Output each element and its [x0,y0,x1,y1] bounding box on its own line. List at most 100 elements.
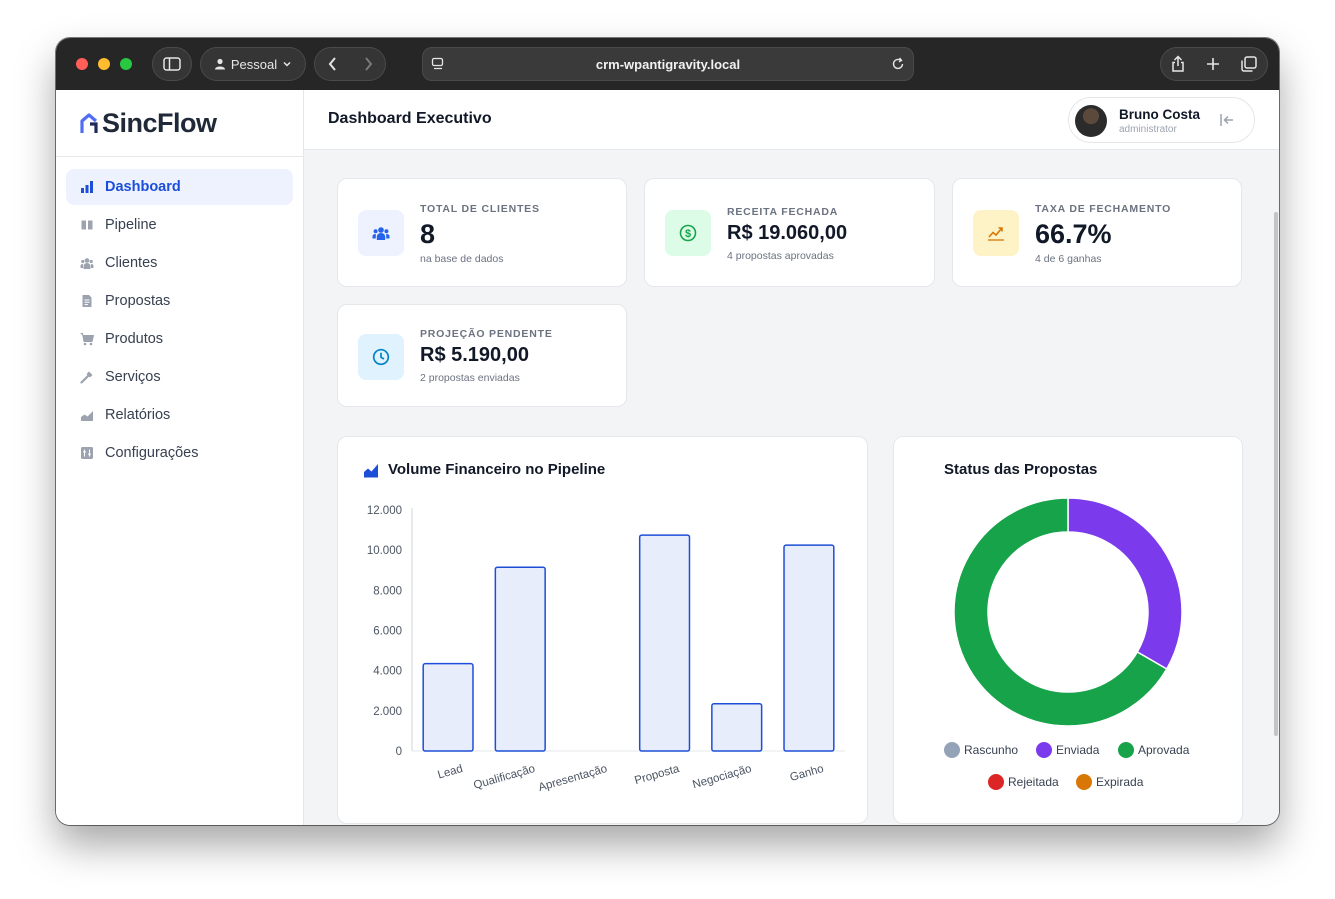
bar[interactable] [711,703,763,752]
chevron-down-icon [283,61,291,67]
legend-label: Rejeitada [1008,775,1059,789]
y-tick-label: 6.000 [373,626,402,638]
legend-label: Aprovada [1138,743,1190,757]
x-tick-label: Proposta [633,763,681,787]
bar-chart: 0 2.000 4.000 6.000 8.000 10.000 12.000 Lead Qua… [367,505,845,794]
page-content: SincFlow Dashboard Pipeline Clientes Pr [56,90,1279,825]
profile-label: Pessoal [230,56,278,72]
legend-item-expirada[interactable]: Expirada [1076,774,1143,790]
new-tab-icon[interactable] [1205,56,1221,72]
stat-label: PROJEÇÃO PENDENTE [420,328,553,340]
cart-icon [80,332,94,346]
logout-icon[interactable] [1218,111,1236,129]
columns-icon [80,218,94,232]
legend-label: Rascunho [964,743,1019,757]
url-text: crm-wpantigravity.local [595,56,741,72]
legend-item-rejeitada[interactable]: Rejeitada [988,774,1059,790]
sidebar-item-pipeline[interactable]: Pipeline [66,207,293,243]
document-icon [80,294,94,308]
sidebar-item-produtos[interactable]: Produtos [66,321,293,357]
sidebar-item-dashboard[interactable]: Dashboard [66,169,293,205]
address-bar[interactable]: crm-wpantigravity.local [422,47,914,81]
sidebar-item-label: Pipeline [105,217,157,233]
stat-card-receita-fechada: $ RECEITA FECHADA R$ 19.060,00 4 propost… [644,178,935,287]
panel-title: Volume Financeiro no Pipeline [388,461,606,478]
donut-chart [953,497,1183,727]
legend-item-aprovada[interactable]: Aprovada [1118,742,1189,758]
stat-card-total-clientes: TOTAL DE CLIENTES 8 na base de dados [337,178,627,287]
y-tick-label: 0 [396,746,402,758]
stat-label: TAXA DE FECHAMENTO [1035,203,1172,215]
stat-sub: 4 de 6 ganhas [1035,253,1102,265]
minimize-window-button[interactable] [98,58,110,70]
stat-value: R$ 5.190,00 [420,344,529,366]
hammer-icon [80,370,94,384]
trend-up-icon [973,210,1019,256]
browser-toolbar: Pessoal crm-wpantigravity.local [56,38,1279,90]
sidebar-item-relatorios[interactable]: Relatórios [66,397,293,433]
forward-arrow-icon[interactable] [362,56,374,72]
page-title: Dashboard Executivo [328,110,492,127]
share-icon[interactable] [1170,55,1186,73]
sidebar: SincFlow Dashboard Pipeline Clientes Pr [56,90,304,825]
legend-swatch [988,774,1004,790]
page-header: Dashboard Executivo Bruno Costa administ… [304,90,1279,150]
sidebar-item-servicos[interactable]: Serviços [66,359,293,395]
person-icon [214,58,225,70]
tabs-overview-icon[interactable] [1240,55,1258,73]
user-menu[interactable]: Bruno Costa administrator [1068,97,1255,143]
y-tick-label: 8.000 [373,585,402,597]
legend-swatch [944,742,960,758]
browser-window: Pessoal crm-wpantigravity.local SincFlow [56,38,1279,825]
pipeline-volume-panel: Volume Financeiro no Pipeline 0 2.000 4.00… [337,436,868,824]
stat-sub: na base de dados [420,253,504,265]
sidebar-toggle-button[interactable] [152,47,192,81]
x-tick-label: Negociação [691,763,753,791]
profile-button[interactable]: Pessoal [200,47,306,81]
scrollbar[interactable] [1274,212,1278,736]
stat-card-projecao-pendente: PROJEÇÃO PENDENTE R$ 5.190,00 2 proposta… [337,304,627,407]
donut-slice-enviada[interactable] [1067,497,1183,671]
clock-icon [358,334,404,380]
main-area: TOTAL DE CLIENTES 8 na base de dados $ R… [304,150,1279,825]
sidebar-item-label: Configurações [105,445,199,461]
stat-sub: 2 propostas enviadas [420,372,520,384]
close-window-button[interactable] [76,58,88,70]
legend-swatch [1036,742,1052,758]
x-tick-label: Lead [436,763,464,782]
x-tick-label: Qualificação [472,763,536,792]
sidebar-item-label: Dashboard [105,179,181,195]
logo[interactable]: SincFlow [56,90,303,157]
logo-icon [80,113,98,133]
proposal-status-panel: Status das Propostas Rascunho Enviada Apro… [893,436,1243,824]
reload-icon[interactable] [891,57,905,71]
legend-swatch [1118,742,1134,758]
page-settings-icon[interactable] [431,57,445,71]
stat-value: 8 [420,219,436,249]
stat-sub: 4 propostas aprovadas [727,250,834,262]
y-tick-label: 2.000 [373,706,402,718]
x-tick-label: Apresentação [537,763,609,794]
legend-label: Enviada [1056,743,1100,757]
y-tick-label: 10.000 [367,545,402,557]
bar[interactable] [638,534,691,752]
avatar [1075,105,1107,137]
sidebar-icon [163,57,181,71]
area-chart-icon [364,464,378,478]
donut-slice-aprovada[interactable] [953,497,1168,727]
sidebar-item-clientes[interactable]: Clientes [66,245,293,281]
user-name: Bruno Costa [1119,107,1200,122]
sidebar-item-label: Produtos [105,331,164,347]
stat-value: 66.7% [1035,219,1112,249]
bar[interactable] [422,662,474,752]
svg-text:$: $ [685,228,691,240]
zoom-window-button[interactable] [120,58,132,70]
sidebar-item-propostas[interactable]: Propostas [66,283,293,319]
legend-item-enviada[interactable]: Enviada [1036,742,1099,758]
bar[interactable] [494,566,546,752]
legend-item-rascunho[interactable]: Rascunho [944,742,1018,758]
bar[interactable] [783,544,835,752]
back-arrow-icon[interactable] [327,56,339,72]
sidebar-item-configuracoes[interactable]: Configurações [66,435,293,471]
sidebar-item-label: Relatórios [105,407,171,423]
